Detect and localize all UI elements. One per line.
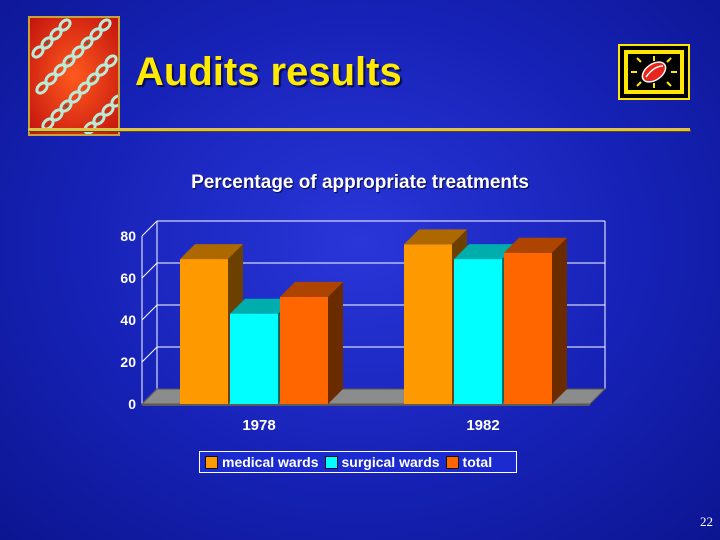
- bar-top: [280, 281, 343, 297]
- bar: [280, 296, 328, 404]
- y-tick-label: 40: [120, 312, 136, 328]
- legend-swatch-total: [445, 455, 459, 469]
- x-tick-label: 1982: [466, 417, 499, 434]
- gridline-side: [141, 304, 158, 321]
- legend-label-surgical-wards: surgical wards: [341, 454, 440, 470]
- bar: [230, 313, 278, 404]
- y-tick-label: 80: [120, 228, 136, 244]
- bar: [180, 259, 228, 404]
- bar-top: [404, 229, 467, 245]
- bar: [404, 244, 452, 404]
- legend-item-surgical-wards: surgical wards: [324, 454, 440, 470]
- gridline-side: [141, 220, 158, 237]
- x-tick-label: 1978: [242, 417, 275, 434]
- page-number: 22: [700, 514, 713, 529]
- legend-item-total: total: [445, 454, 493, 470]
- chart-floor-edge: [142, 404, 590, 406]
- bar-top: [230, 298, 293, 314]
- chart-legend: medical wards surgical wards total: [199, 451, 517, 473]
- bar-side: [552, 237, 567, 404]
- legend-label-medical-wards: medical wards: [222, 454, 319, 470]
- legend-label-total: total: [462, 454, 493, 470]
- bar: [504, 252, 552, 404]
- bacteria-chain-icon: [30, 18, 118, 134]
- legend-swatch-medical-wards: [205, 455, 218, 469]
- bar: [454, 259, 502, 404]
- slide-title: Audits results: [135, 50, 402, 94]
- title-divider: [28, 128, 690, 131]
- gridline-side: [141, 346, 158, 363]
- legend-item-medical-wards: medical wards: [205, 454, 319, 470]
- framed-pill-icon: [618, 44, 690, 100]
- y-tick-label: 60: [120, 270, 136, 286]
- bacteria-logo: [28, 16, 120, 136]
- chart-title: Percentage of appropriate treatments: [191, 172, 529, 193]
- bar-top: [454, 244, 517, 260]
- bar-top: [504, 237, 567, 253]
- y-tick-label: 20: [120, 354, 136, 370]
- bar-side: [328, 281, 343, 404]
- legend-swatch-surgical-wards: [324, 455, 338, 469]
- bar-top: [180, 244, 243, 260]
- y-tick-label: 0: [128, 396, 136, 412]
- gridline-side: [141, 262, 158, 279]
